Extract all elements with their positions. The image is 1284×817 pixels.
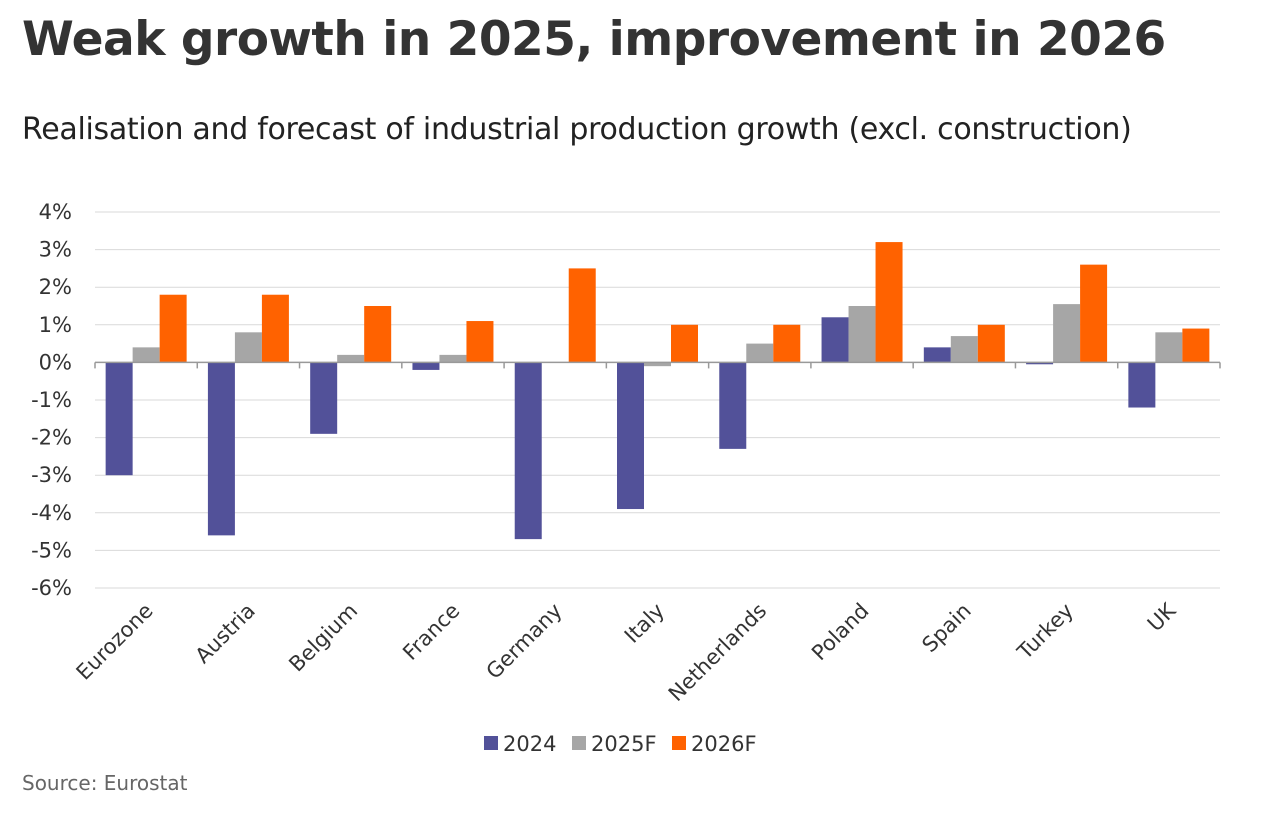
x-category-label: Germany <box>482 599 567 684</box>
y-tick-label: 4% <box>39 200 72 224</box>
y-tick-label: -2% <box>31 426 72 450</box>
legend-label-2024: 2024 <box>503 732 556 756</box>
bar-2026f-belgium <box>364 306 392 363</box>
bar-2026f-italy <box>671 324 698 363</box>
bar-2024-eurozone <box>105 362 133 476</box>
y-tick-label: -5% <box>31 538 72 562</box>
x-category-label: Netherlands <box>664 599 771 706</box>
y-tick-label: 0% <box>39 350 72 374</box>
legend-label-2025f: 2025F <box>591 732 657 756</box>
y-tick-label: 3% <box>39 238 72 262</box>
bar-2024-belgium <box>310 362 338 434</box>
bar-2026f-poland <box>875 242 903 363</box>
bar-2024-poland <box>821 317 849 363</box>
bar-2026f-germany <box>568 268 596 363</box>
x-category-label: Austria <box>191 599 260 668</box>
x-axis-labels: Eurozone Austria Belgium France Germany Italy… <box>72 598 1182 706</box>
bar-2026f-austria <box>261 294 289 363</box>
bars <box>105 242 1210 540</box>
x-category-label: Turkey <box>1012 599 1078 665</box>
bar-2026f-spain <box>977 324 1005 363</box>
bar-2025f-eurozone <box>132 347 160 363</box>
bar-2024-spain <box>923 347 951 363</box>
y-tick-label: -3% <box>31 463 72 487</box>
bar-2026f-netherlands <box>773 324 801 363</box>
bar-2025f-uk <box>1155 332 1183 363</box>
bar-2026f-france <box>466 321 494 363</box>
chart-title: Weak growth in 2025, improvement in 2026 <box>22 12 1166 67</box>
x-category-label: Belgium <box>284 599 362 677</box>
x-category-label: Spain <box>917 599 975 657</box>
x-category-label: Italy <box>620 599 669 648</box>
bar-2025f-france <box>439 354 467 363</box>
x-category-label: France <box>398 599 464 665</box>
bar-2024-turkey <box>1026 362 1054 365</box>
x-axis <box>94 361 1221 369</box>
bar-2024-italy <box>617 362 644 510</box>
bar-2024-france <box>412 362 440 370</box>
y-tick-label: -4% <box>31 501 72 525</box>
source-note: Source: Eurostat <box>22 771 188 795</box>
grid-lines <box>95 211 1220 589</box>
y-tick-label: -6% <box>31 576 72 600</box>
y-tick-label: -1% <box>31 388 72 412</box>
bar-2025f-netherlands <box>746 343 774 363</box>
bar-2025f-austria <box>234 332 262 363</box>
bar-2026f-eurozone <box>159 294 187 363</box>
bar-2025f-italy <box>644 362 671 367</box>
chart-subtitle: Realisation and forecast of industrial p… <box>22 112 1132 147</box>
y-tick-label: 2% <box>39 275 72 299</box>
y-tick-label: 1% <box>39 313 72 337</box>
bar-2026f-turkey <box>1080 264 1108 363</box>
bar-2024-netherlands <box>719 362 747 449</box>
bar-2025f-spain <box>950 336 978 363</box>
legend-label-2026f: 2026F <box>691 732 757 756</box>
x-category-label: UK <box>1143 598 1181 636</box>
legend-swatch-2026f <box>672 736 686 750</box>
x-category-label: Eurozone <box>72 599 158 685</box>
y-axis: 4% 3% 2% 1% 0% -1% -2% -3% -4% -5% -6% <box>31 200 72 600</box>
legend-swatch-2024 <box>484 736 498 750</box>
bar-2026f-uk <box>1182 328 1210 363</box>
bar-2025f-poland <box>848 306 876 363</box>
bar-2025f-turkey <box>1053 304 1081 363</box>
legend-swatch-2025f <box>572 736 586 750</box>
bar-2024-austria <box>207 362 235 536</box>
bar-2024-uk <box>1128 362 1156 408</box>
bar-2025f-belgium <box>337 354 365 363</box>
bar-2024-germany <box>514 362 542 540</box>
x-category-label: Poland <box>807 599 874 666</box>
legend: 2024 2025F 2026F <box>484 732 757 756</box>
